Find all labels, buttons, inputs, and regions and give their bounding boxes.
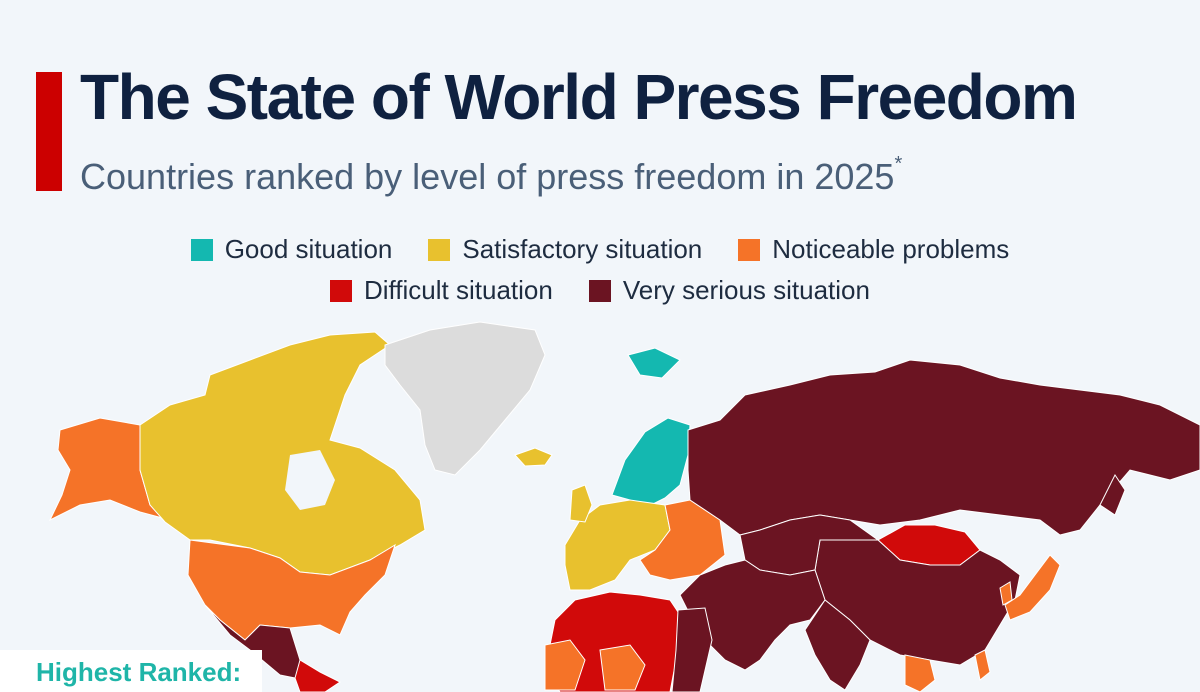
region-iceland (514, 447, 553, 467)
legend-swatch-difficult (330, 279, 352, 302)
legend-swatch-good (190, 238, 213, 261)
region-japan (1004, 554, 1061, 621)
footnote-mark: * (894, 153, 903, 175)
hudson-bay (285, 450, 335, 510)
region-southeast-asia (904, 654, 936, 692)
region-india (804, 599, 871, 691)
region-sahel (599, 644, 646, 691)
legend-item-noticeable: Noticeable problems (738, 234, 1009, 265)
region-central-america (294, 659, 341, 692)
region-greenland (384, 321, 546, 476)
region-russia (687, 359, 1200, 536)
legend-label-noticeable: Noticeable problems (772, 234, 1010, 264)
region-egypt (671, 607, 713, 692)
region-korea (999, 581, 1013, 606)
region-uk (569, 484, 593, 523)
legend-swatch-noticeable (738, 238, 761, 261)
legend-swatch-very-serious (588, 279, 611, 302)
region-kamchatka (1099, 474, 1126, 516)
region-philippines (974, 649, 991, 681)
legend-label-satisfactory: Satisfactory situation (462, 234, 703, 264)
legend-item-good: Good situation (190, 234, 393, 265)
region-svalbard (627, 347, 681, 379)
page-subtitle: Countries ranked by level of press freed… (80, 153, 903, 198)
legend-item-satisfactory: Satisfactory situation (428, 234, 702, 265)
world-map (48, 321, 1200, 692)
subtitle-text: Countries ranked by level of press freed… (80, 156, 895, 197)
legend-row-1: Good situation Satisfactory situation No… (0, 234, 1200, 265)
legend-label-difficult: Difficult situation (364, 275, 553, 305)
legend-swatch-satisfactory (428, 238, 451, 261)
legend-label-good: Good situation (224, 234, 393, 264)
highest-ranked-label: Highest Ranked: (36, 657, 242, 687)
legend-item-very-serious: Very serious situation (588, 275, 870, 306)
highest-ranked-box (0, 650, 262, 692)
legend-row-2: Difficult situation Very serious situati… (0, 275, 1200, 306)
legend-label-very-serious: Very serious situation (622, 275, 870, 305)
region-scandinavia (611, 417, 691, 509)
region-canada (139, 331, 426, 576)
title-accent-bar (36, 72, 62, 191)
legend-item-difficult: Difficult situation (330, 275, 553, 306)
region-west-africa (544, 639, 586, 691)
page-title: The State of World Press Freedom (80, 61, 1078, 133)
